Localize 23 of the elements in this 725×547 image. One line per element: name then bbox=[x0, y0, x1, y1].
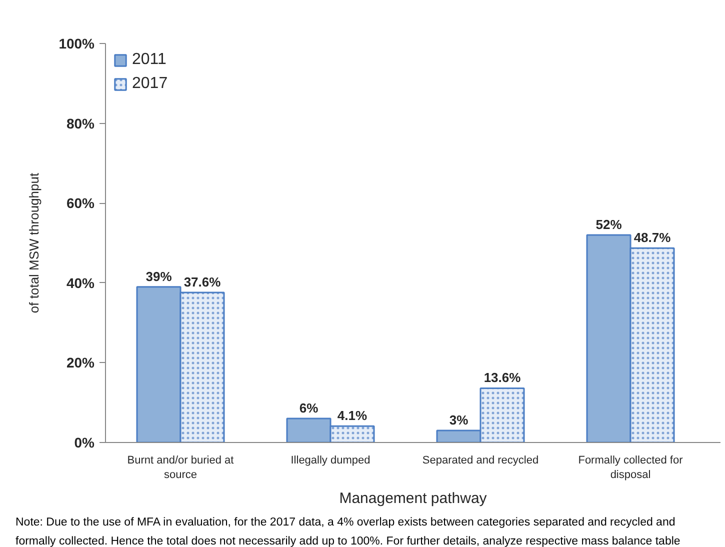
data-label: 3% bbox=[449, 412, 469, 428]
data-label: 52% bbox=[596, 217, 622, 232]
y-tick-label: 80% bbox=[66, 115, 96, 132]
legend-label: 2017 bbox=[132, 75, 168, 93]
data-label: 39% bbox=[146, 268, 172, 284]
data-label: 4.1% bbox=[337, 408, 368, 424]
y-tick-label: 100% bbox=[58, 36, 96, 52]
data-label: 6% bbox=[299, 400, 319, 416]
x-tick-label: Illegally dumped bbox=[290, 454, 370, 466]
y-tick-label: 20% bbox=[66, 354, 96, 371]
legend-label: 2011 bbox=[132, 51, 166, 69]
y-axis-title: of total MSW throughput bbox=[26, 172, 42, 314]
y-tick-label: 60% bbox=[66, 195, 96, 212]
data-label: 13.6% bbox=[484, 370, 522, 386]
text: Note: Due to the use of MFA in evaluation, for the 2017 data, a 4% overlap exists between categories separated and recycled and formally collected. Hence the total does not necessarily add up to 100%. For further details, analyze respective mass balance table bbox=[16, 516, 680, 547]
x-axis-title: Management pathway bbox=[339, 490, 488, 507]
x-tick-label: Separated and recycled bbox=[422, 454, 539, 466]
x-tick-label: Burnt and/or buried at source bbox=[127, 454, 234, 481]
y-tick-label: 0% bbox=[74, 434, 96, 450]
data-label: 48.7% bbox=[634, 230, 672, 246]
x-tick-label: Formally collected for disposal bbox=[578, 454, 684, 481]
data-label: 37.6% bbox=[184, 274, 222, 290]
y-tick-label: 40% bbox=[66, 274, 96, 291]
